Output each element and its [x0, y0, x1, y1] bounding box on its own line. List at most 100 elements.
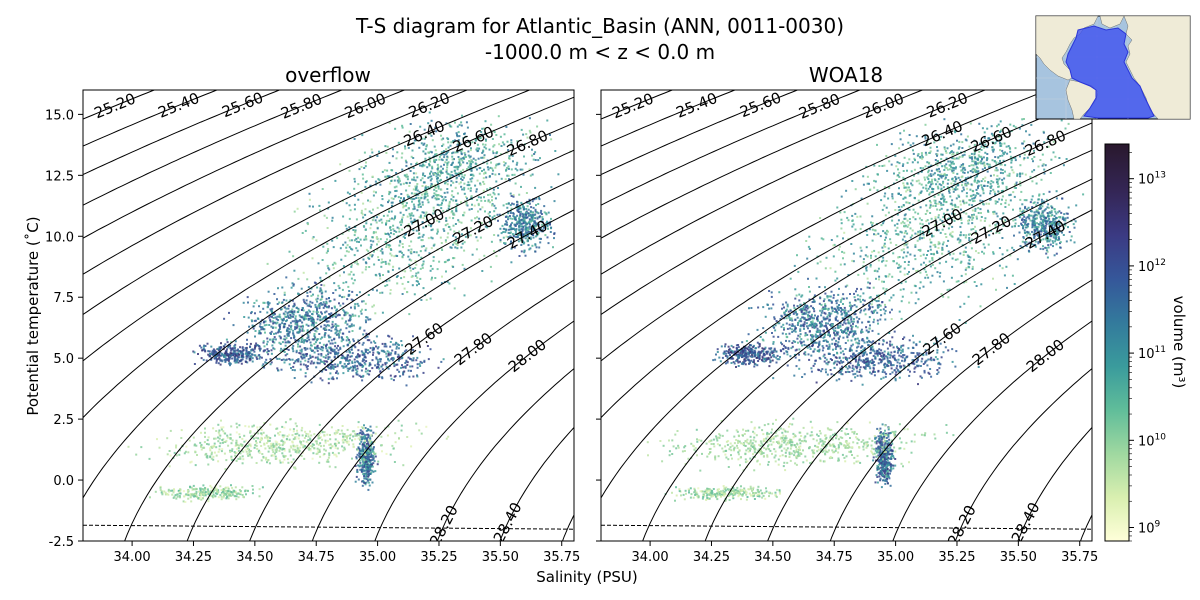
density-contour-label: 28.20	[426, 502, 462, 548]
y-tick-label: 10.0	[45, 230, 74, 245]
density-contour-label: 26.80	[504, 126, 551, 160]
density-contour-label: 27.00	[919, 205, 965, 241]
density-contour-label: 26.60	[450, 123, 497, 157]
x-tick-label: 35.75	[543, 550, 580, 565]
inset-map	[1035, 15, 1191, 120]
overflow-volume-heatmap	[127, 111, 572, 503]
density-contour-label: 28.20	[944, 502, 980, 548]
density-contour	[83, 90, 469, 275]
density-contour	[601, 90, 737, 147]
x-tick-label: 35.25	[420, 550, 457, 565]
density-contour	[1017, 427, 1092, 541]
woa18-volume-heatmap	[646, 118, 1085, 502]
x-tick-label: 34.25	[175, 550, 212, 565]
density-contour	[601, 149, 1092, 499]
density-contour	[83, 90, 281, 176]
x-tick-label: 35.00	[359, 550, 396, 565]
density-contour	[83, 90, 344, 206]
x-tick-label: 34.50	[754, 550, 791, 565]
x-tick-label: 35.50	[482, 550, 519, 565]
density-contour	[601, 90, 674, 120]
density-contour	[601, 90, 924, 239]
y-tick-label: 5.0	[53, 352, 74, 367]
y-tick-label: 0.0	[53, 474, 74, 489]
density-contour-label: 27.60	[920, 319, 965, 359]
density-contour	[83, 149, 574, 499]
y-tick-label: -2.5	[49, 535, 74, 550]
density-contour-label: 26.00	[342, 89, 389, 122]
x-tick-label: 34.00	[631, 550, 668, 565]
woa18-panel: WOA18 25.20 25.40 25.60 25.80 26.00 26.2026.4…	[596, 63, 1098, 565]
density-contour-label: 27.80	[451, 329, 496, 369]
density-contour	[83, 90, 531, 315]
density-contour	[767, 242, 1092, 541]
density-contour-label: 25.80	[796, 90, 843, 123]
density-contour-label: 25.60	[737, 88, 784, 121]
overflow-panel: overflow 25.20 25.40 25.60 25.80 26.00 26.202…	[24, 63, 580, 565]
density-contour-label: 26.20	[924, 89, 971, 122]
x-tick-label: 35.25	[938, 550, 975, 565]
density-contour-label: 25.40	[673, 89, 720, 122]
colorbar: 109 1010 1011 1012 1013 volume (m³)	[1104, 143, 1188, 542]
density-contour	[601, 90, 987, 275]
density-contour-label: 28.00	[1023, 335, 1068, 376]
y-tick-label: 7.5	[53, 291, 74, 306]
woa18-plot-frame	[600, 89, 1093, 542]
inset-map-europe-africa	[1123, 15, 1191, 120]
x-tick-label: 34.75	[816, 550, 853, 565]
density-contour	[561, 514, 574, 541]
x-tick-label: 35.00	[877, 550, 914, 565]
colorbar-tick-label: 1010	[1138, 432, 1166, 449]
freezing-line	[83, 524, 574, 530]
colorbar-label: volume (m³)	[1170, 296, 1188, 389]
colorbar-tick-label: 1012	[1138, 258, 1166, 275]
density-contour	[83, 90, 156, 120]
x-axis-label: Salinity (PSU)	[536, 568, 638, 586]
x-tick-label: 34.25	[693, 550, 730, 565]
colorbar-gradient	[1104, 143, 1130, 542]
density-contour-label: 26.80	[1022, 126, 1069, 160]
colorbar-tick-label: 1011	[1138, 345, 1166, 362]
density-contour-label: 26.40	[919, 117, 966, 151]
overflow-panel-title: overflow	[285, 63, 371, 87]
density-contour-label: 27.60	[402, 319, 447, 359]
density-contour	[829, 279, 1092, 541]
density-contour	[892, 320, 1092, 541]
colorbar-tick-label: 109	[1138, 519, 1161, 536]
freezing-line	[601, 524, 1092, 530]
density-contour-label: 27.80	[969, 329, 1014, 369]
density-contour	[249, 242, 574, 541]
density-contour	[601, 90, 862, 206]
figure-title-line2: -1000.0 m < z < 0.0 m	[485, 40, 715, 64]
density-contour-label: 27.20	[968, 212, 1014, 248]
x-tick-label: 34.50	[236, 550, 273, 565]
density-contour-label: 27.20	[450, 212, 496, 248]
density-contour	[601, 96, 1092, 362]
density-contour	[1079, 514, 1092, 541]
density-contour-label: 26.00	[860, 89, 907, 122]
inset-map-greenland	[1099, 15, 1125, 29]
x-tick-label: 35.50	[1000, 550, 1037, 565]
y-tick-label: 2.5	[53, 413, 74, 428]
density-contour-label: 25.20	[92, 89, 139, 122]
density-contour	[601, 90, 1049, 315]
density-contour-label: 25.20	[610, 89, 657, 122]
density-contour	[601, 90, 799, 176]
density-contour-label: 28.40	[490, 499, 526, 545]
density-contour	[704, 209, 1092, 541]
density-contour	[83, 90, 406, 239]
density-contour-label: 26.20	[406, 89, 453, 122]
y-tick-label: 12.5	[45, 169, 74, 184]
y-tick-label: 15.0	[45, 108, 74, 123]
density-contour	[186, 209, 574, 541]
inset-map-atlantic-basin	[1065, 25, 1155, 119]
density-contour	[436, 368, 574, 541]
density-contour-label: 28.40	[1008, 499, 1044, 545]
density-contour	[601, 122, 1092, 418]
density-contour	[83, 90, 219, 147]
density-contour	[374, 320, 574, 541]
y-axis-label: Potential temperature (˚C)	[24, 216, 42, 415]
